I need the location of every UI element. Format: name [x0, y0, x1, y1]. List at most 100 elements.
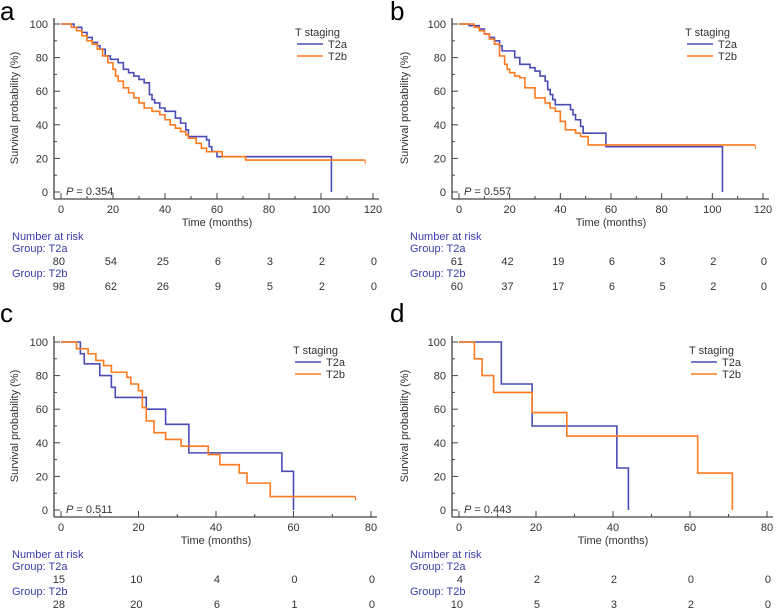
- legend-title: T staging: [685, 27, 730, 39]
- risk-value: 10: [130, 574, 142, 586]
- risk-group-label: Group: T2a: [410, 561, 466, 573]
- x-axis-title: Time (months): [181, 535, 252, 547]
- risk-table-title: Number at risk: [12, 231, 84, 243]
- x-tick-label: 60: [287, 522, 299, 534]
- risk-value: 2: [688, 599, 694, 609]
- y-tick-label: 60: [36, 404, 48, 416]
- p-symbol: P: [464, 186, 472, 198]
- y-tick-label: 0: [42, 187, 48, 199]
- legend-title: T staging: [293, 345, 338, 357]
- risk-table-title: Number at risk: [12, 549, 84, 561]
- x-tick-label: 120: [364, 204, 382, 216]
- risk-value: 4: [214, 574, 220, 586]
- risk-value: 19: [552, 256, 564, 268]
- p-value-text: = 0.557: [471, 186, 511, 198]
- x-tick-label: 0: [456, 204, 462, 216]
- risk-value: 0: [765, 574, 771, 586]
- risk-value: 15: [53, 574, 65, 586]
- risk-value: 3: [611, 599, 617, 609]
- y-axis-title: Survival probability (%): [9, 370, 21, 482]
- y-tick-label: 40: [36, 120, 48, 132]
- risk-value: 42: [501, 256, 513, 268]
- legend-title: T staging: [295, 27, 340, 39]
- x-tick-label: 60: [605, 204, 617, 216]
- risk-value: 0: [371, 281, 377, 293]
- y-tick-label: 80: [434, 53, 446, 65]
- panel-label: d: [390, 298, 404, 328]
- x-axis-title: Time (months): [578, 535, 649, 547]
- x-tick-label: 60: [684, 522, 696, 534]
- risk-value: 28: [53, 599, 65, 609]
- legend-title: T staging: [689, 345, 734, 357]
- p-symbol: P: [66, 504, 74, 516]
- risk-value: 0: [688, 574, 694, 586]
- legend-label-t2b: T2b: [722, 369, 741, 381]
- risk-group-label: Group: T2b: [410, 268, 465, 280]
- risk-group-label: Group: T2a: [12, 243, 68, 255]
- x-tick-label: 20: [530, 522, 542, 534]
- x-tick-label: 0: [456, 522, 462, 534]
- y-tick-label: 80: [36, 371, 48, 383]
- y-tick-label: 100: [30, 337, 48, 349]
- risk-value: 61: [451, 256, 463, 268]
- panel-label: b: [390, 0, 404, 26]
- risk-group-label: Group: T2b: [410, 586, 465, 598]
- risk-value: 2: [611, 574, 617, 586]
- panel-label: a: [0, 0, 15, 26]
- y-tick-label: 0: [42, 505, 48, 517]
- risk-value: 2: [710, 281, 716, 293]
- x-tick-label: 60: [211, 204, 223, 216]
- x-tick-label: 40: [554, 204, 566, 216]
- legend-label-t2b: T2b: [328, 51, 347, 63]
- risk-table-title: Number at risk: [410, 231, 482, 243]
- risk-value: 0: [761, 281, 767, 293]
- y-tick-label: 20: [36, 471, 48, 483]
- risk-value: 0: [369, 574, 375, 586]
- x-tick-label: 0: [58, 522, 64, 534]
- risk-table-title: Number at risk: [410, 549, 482, 561]
- risk-value: 0: [371, 256, 377, 268]
- p-symbol: P: [66, 186, 74, 198]
- y-tick-label: 0: [440, 187, 446, 199]
- risk-value: 4: [457, 574, 463, 586]
- p-value-text: = 0.511: [73, 504, 112, 516]
- risk-value: 3: [267, 256, 273, 268]
- x-tick-label: 80: [656, 204, 668, 216]
- x-axis-title: Time (months): [182, 217, 253, 229]
- y-tick-label: 80: [434, 371, 446, 383]
- legend-label-t2b: T2b: [326, 369, 345, 381]
- y-tick-label: 60: [36, 86, 48, 98]
- survival-curve-t2a: [459, 23, 724, 192]
- risk-value: 60: [451, 281, 463, 293]
- risk-value: 98: [53, 281, 65, 293]
- p-value-text: = 0.443: [471, 504, 511, 516]
- x-axis-title: Time (months): [576, 217, 647, 229]
- legend-label-t2a: T2a: [722, 357, 742, 369]
- risk-value: 6: [214, 599, 220, 609]
- risk-value: 17: [552, 281, 564, 293]
- p-value: P = 0.511: [66, 504, 113, 516]
- risk-value: 2: [319, 256, 325, 268]
- risk-value: 26: [157, 281, 169, 293]
- survival-curve-t2a: [61, 341, 295, 510]
- survival-curve-t2a: [459, 341, 630, 510]
- risk-value: 0: [369, 599, 375, 609]
- risk-group-label: Group: T2b: [12, 586, 67, 598]
- y-tick-label: 20: [36, 153, 48, 165]
- y-tick-label: 40: [434, 438, 446, 450]
- y-tick-label: 0: [440, 505, 446, 517]
- survival-curve-t2b: [459, 341, 734, 510]
- risk-group-label: Group: T2a: [410, 243, 466, 255]
- legend-label-t2b: T2b: [718, 51, 737, 63]
- y-tick-label: 20: [434, 471, 446, 483]
- legend-label-t2a: T2a: [718, 39, 738, 51]
- survival-curve-t2b: [61, 23, 366, 161]
- x-tick-label: 40: [607, 522, 619, 534]
- risk-value: 1: [291, 599, 297, 609]
- x-tick-label: 80: [761, 522, 773, 534]
- survival-curve-t2b: [61, 341, 356, 498]
- risk-value: 5: [534, 599, 540, 609]
